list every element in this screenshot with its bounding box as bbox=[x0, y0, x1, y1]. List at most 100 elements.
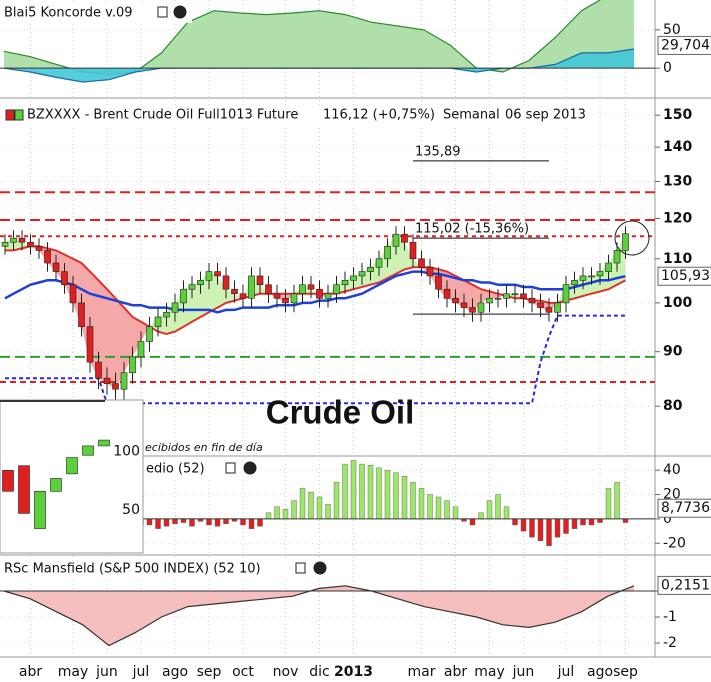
candle-body bbox=[511, 293, 519, 296]
candle-body bbox=[282, 298, 289, 304]
y-tick-label: 50 bbox=[122, 502, 140, 518]
candle-body bbox=[265, 284, 272, 295]
bar bbox=[614, 482, 620, 520]
y-tick-label: 0 bbox=[663, 60, 672, 76]
candle-body bbox=[188, 284, 196, 290]
y-tick-label: 0 bbox=[663, 511, 672, 527]
bar bbox=[410, 482, 416, 520]
panel-title: Blai5 Koncorde v.09 bbox=[4, 6, 133, 21]
x-tick-label: abr bbox=[444, 664, 467, 680]
bar bbox=[384, 469, 391, 520]
candle-body bbox=[452, 298, 459, 304]
trend-fill bbox=[192, 280, 201, 322]
candle-body bbox=[222, 275, 230, 290]
bar bbox=[571, 518, 578, 529]
x-tick-label: abr bbox=[19, 664, 42, 680]
title-box bbox=[0, 105, 590, 125]
candle-body bbox=[375, 258, 383, 268]
bar bbox=[359, 463, 365, 520]
bar bbox=[206, 518, 212, 526]
candle-body bbox=[520, 293, 527, 299]
candle-body bbox=[10, 237, 17, 243]
candle-body bbox=[571, 280, 578, 286]
trend-fill bbox=[404, 242, 413, 270]
bar bbox=[546, 518, 552, 546]
bar bbox=[316, 496, 323, 520]
icon bbox=[295, 562, 306, 574]
candle-body bbox=[2, 470, 14, 492]
trend-fill bbox=[472, 284, 481, 313]
period: Semanal bbox=[443, 108, 500, 123]
bar bbox=[478, 512, 484, 520]
bar bbox=[325, 504, 331, 520]
bar bbox=[223, 518, 229, 524]
bar bbox=[529, 518, 535, 538]
x-tick-label: sep bbox=[197, 664, 222, 680]
x-tick-label: ago bbox=[587, 664, 613, 680]
candle-body bbox=[44, 250, 51, 264]
x-tick-label: sep bbox=[613, 664, 638, 680]
highlight-circle bbox=[614, 220, 650, 256]
candle-body bbox=[554, 302, 561, 313]
bar bbox=[469, 518, 476, 526]
panel-title: BZXXXX - Brent Crude Oil Full1013 Future bbox=[27, 108, 298, 123]
candle-body bbox=[588, 275, 595, 278]
candle-body bbox=[486, 298, 493, 304]
icon-close[interactable] bbox=[243, 461, 257, 475]
candle-body bbox=[112, 383, 119, 390]
bar bbox=[257, 518, 263, 527]
overlay-texts: Blai5 Koncorde v.09 BZXXXX - Brent Crude… bbox=[0, 3, 650, 579]
bar bbox=[486, 500, 493, 520]
y-tick-label: 20 bbox=[663, 487, 681, 503]
ma-line bbox=[4, 270, 626, 314]
candle-body bbox=[52, 262, 60, 272]
bar bbox=[503, 506, 510, 520]
trend-fill bbox=[107, 289, 116, 390]
legend-swatch bbox=[14, 109, 24, 121]
icon-close[interactable] bbox=[313, 561, 327, 575]
legend-swatch bbox=[5, 109, 15, 121]
bar bbox=[580, 518, 586, 526]
icon-close[interactable] bbox=[173, 5, 187, 19]
bar bbox=[180, 518, 187, 523]
candle-body bbox=[27, 241, 34, 247]
date: 06 sep 2013 bbox=[505, 108, 586, 123]
x-tick-label: dic bbox=[309, 664, 329, 680]
candle-body bbox=[50, 478, 62, 492]
value-box bbox=[657, 266, 711, 286]
candle-body bbox=[82, 445, 94, 456]
candle-body bbox=[358, 271, 366, 277]
candle-body bbox=[605, 262, 612, 272]
x-tick-label: jun bbox=[95, 664, 118, 680]
trend-fill bbox=[22, 242, 31, 249]
bar bbox=[333, 482, 340, 520]
trend-fill bbox=[481, 289, 490, 303]
panel-title: RSc Mansfield (S&P 500 INDEX) (52 10) bbox=[4, 562, 261, 577]
candle-body bbox=[1, 241, 9, 247]
x-tick-label: jul bbox=[132, 664, 150, 680]
bar bbox=[512, 518, 518, 526]
note: ecibidos en fin de día bbox=[145, 441, 263, 454]
candle-body bbox=[273, 293, 281, 299]
x-tick-label: may bbox=[58, 664, 89, 680]
bar bbox=[172, 518, 178, 524]
trend-fill bbox=[209, 271, 218, 313]
bar bbox=[444, 500, 450, 520]
icon bbox=[157, 6, 168, 18]
candle-body bbox=[103, 377, 111, 384]
candle-body bbox=[180, 288, 187, 304]
candle-body bbox=[562, 284, 570, 304]
candle-body bbox=[129, 356, 136, 374]
candle-body bbox=[18, 237, 26, 243]
bar bbox=[342, 463, 348, 520]
bar bbox=[495, 494, 501, 520]
title-box bbox=[0, 559, 330, 579]
candle-body bbox=[392, 233, 400, 247]
trend-fill bbox=[583, 275, 592, 297]
candle-body bbox=[35, 246, 43, 251]
panel-icons bbox=[225, 461, 257, 475]
value-box bbox=[657, 498, 711, 518]
candle-body bbox=[622, 233, 629, 251]
x-tick-label: may bbox=[474, 664, 505, 680]
